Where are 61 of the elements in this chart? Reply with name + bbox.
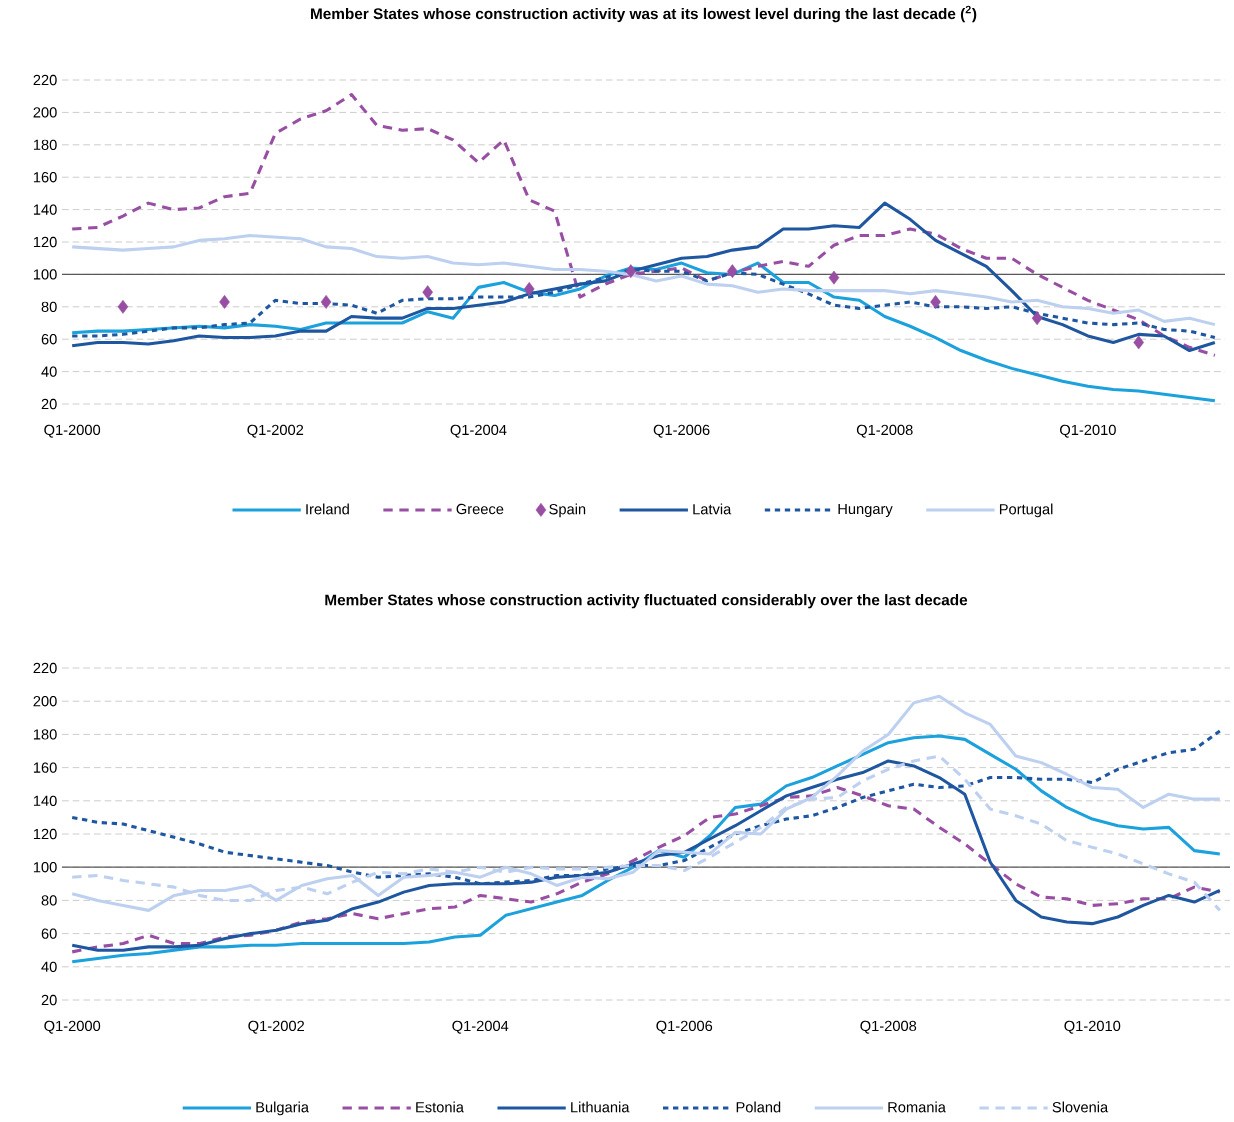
legend-label: Spain xyxy=(549,503,586,518)
point xyxy=(727,264,738,279)
y-tick-label: 40 xyxy=(41,961,57,973)
legend-label: Ireland xyxy=(306,503,349,515)
point xyxy=(422,285,433,300)
y-tick-label: 40 xyxy=(41,366,57,377)
legend-label: Hungary xyxy=(838,503,893,517)
y-tick-label: 100 xyxy=(33,269,57,280)
legend-label: Slovenia xyxy=(1052,1101,1109,1113)
x-tick-label: Q1-2006 xyxy=(653,424,710,438)
point xyxy=(219,295,230,309)
x-tick-label: Q1-2000 xyxy=(44,424,101,438)
point xyxy=(625,264,637,279)
y-tick-label: 180 xyxy=(33,729,57,740)
x-tick-label: Q1-2008 xyxy=(856,424,913,438)
y-tick-label: 140 xyxy=(33,795,57,807)
y-tick-label: 80 xyxy=(41,895,57,906)
x-tick-label: Q1-2004 xyxy=(452,1020,509,1034)
y-tick-label: 140 xyxy=(33,204,57,215)
point xyxy=(1031,311,1043,326)
point xyxy=(1133,335,1144,350)
x-tick-label: Q1-2002 xyxy=(247,424,304,438)
y-tick-label: 120 xyxy=(33,828,57,840)
y-tick-label: 200 xyxy=(33,696,57,707)
y-tick-label: 20 xyxy=(41,398,57,410)
y-tick-label: 220 xyxy=(33,74,57,86)
chart-title: Member States whose construction activity fluctuated considerably over the last decade xyxy=(325,594,968,609)
x-tick-label: Q1-2000 xyxy=(44,1020,101,1034)
y-tick-label: 160 xyxy=(33,172,57,183)
point xyxy=(117,299,129,314)
x-tick-label: Q1-2002 xyxy=(248,1020,305,1034)
legend-label: Lithuania xyxy=(571,1101,630,1113)
point xyxy=(828,270,840,285)
legend-label: Bulgaria xyxy=(256,1101,309,1116)
y-tick-label: 60 xyxy=(41,334,57,345)
y-tick-label: 20 xyxy=(41,994,57,1006)
legend-label: Latvia xyxy=(693,503,732,515)
y-tick-label: 220 xyxy=(33,662,57,674)
y-tick-label: 80 xyxy=(41,301,57,312)
legend-label: Greece xyxy=(456,503,504,515)
y-tick-label: 180 xyxy=(33,139,57,150)
x-tick-label: Q1-2004 xyxy=(450,424,507,438)
line-series xyxy=(70,694,1222,912)
x-tick-label: Q1-2010 xyxy=(1060,424,1116,438)
legend-label: Romania xyxy=(888,1101,946,1113)
y-tick-label: 60 xyxy=(41,928,57,939)
chart-title: Member States whose construction activity was at its lowest level during the last decade ($^{2}$) xyxy=(311,5,977,23)
point xyxy=(320,295,332,309)
legend-label: Portugal xyxy=(999,503,1053,518)
legend-label: Poland xyxy=(736,1101,781,1113)
legend-label: Estonia xyxy=(416,1101,464,1113)
y-tick-label: 160 xyxy=(33,762,57,773)
line-series xyxy=(70,201,1217,353)
point xyxy=(930,295,941,309)
point xyxy=(523,282,535,296)
y-tick-label: 100 xyxy=(33,862,57,873)
y-tick-label: 120 xyxy=(33,236,57,248)
x-tick-label: Q1-2008 xyxy=(860,1020,917,1034)
y-tick-label: 200 xyxy=(33,107,57,118)
x-tick-label: Q1-2006 xyxy=(656,1020,713,1034)
x-tick-label: Q1-2010 xyxy=(1064,1020,1121,1034)
